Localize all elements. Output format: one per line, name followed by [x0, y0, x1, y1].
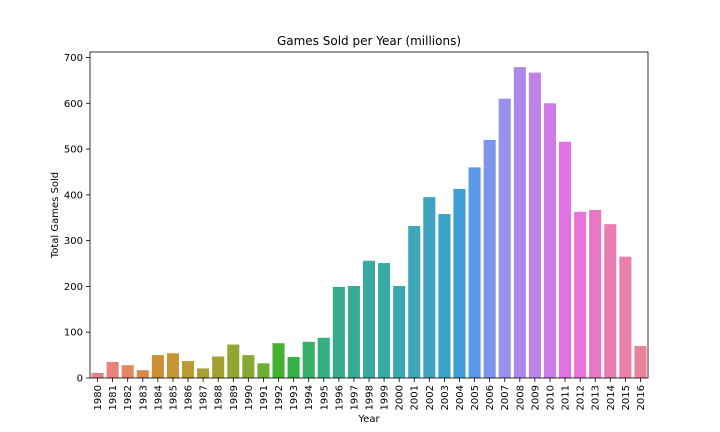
bar-2008 — [513, 67, 526, 379]
y-tick-label: 700 — [64, 53, 83, 64]
x-tick-label-1988: 1988 — [214, 385, 225, 410]
bar-2006 — [483, 139, 496, 378]
bar-2005 — [468, 167, 481, 378]
x-tick-label-1989: 1989 — [229, 385, 240, 410]
x-tick-label-2004: 2004 — [455, 385, 466, 410]
bar-1986 — [181, 361, 195, 378]
x-tick-label-1987: 1987 — [199, 385, 210, 410]
bar-1988 — [212, 356, 225, 378]
y-tick-label: 400 — [64, 190, 83, 201]
x-tick-label-1992: 1992 — [274, 385, 285, 410]
x-tick-label-2007: 2007 — [500, 385, 511, 410]
bar-2002 — [423, 197, 436, 378]
bar-1999 — [378, 263, 391, 378]
bar-1993 — [287, 356, 300, 378]
x-tick-label-1993: 1993 — [289, 385, 300, 410]
x-tick-label-2016: 2016 — [636, 385, 647, 410]
x-tick-label-2013: 2013 — [591, 385, 602, 410]
x-tick-label-2003: 2003 — [440, 385, 451, 410]
y-axis-title: Total Games Sold — [50, 172, 61, 259]
x-tick-label-2006: 2006 — [485, 385, 496, 410]
y-tick-label: 500 — [64, 145, 83, 156]
bar-1980 — [91, 372, 104, 378]
bar-1992 — [272, 343, 285, 378]
x-tick-label-2010: 2010 — [545, 385, 556, 410]
x-tick-label-1999: 1999 — [380, 385, 391, 410]
bars-group — [91, 67, 647, 379]
x-tick-label-1982: 1982 — [123, 385, 134, 410]
x-tick-label-1991: 1991 — [259, 385, 270, 410]
bar-2014 — [604, 224, 617, 378]
bar-2009 — [528, 72, 541, 378]
x-tick-label-2015: 2015 — [621, 385, 632, 410]
bar-1990 — [242, 355, 255, 378]
bar-1985 — [166, 353, 179, 378]
x-axis-title: Year — [357, 414, 380, 425]
x-tick-label-1994: 1994 — [304, 385, 315, 410]
bar-1981 — [106, 361, 119, 378]
bar-2010 — [543, 103, 556, 378]
bar-1989 — [227, 344, 240, 378]
x-tick-label-1998: 1998 — [365, 385, 376, 410]
x-tick-label-2008: 2008 — [515, 385, 526, 410]
y-tick-label: 100 — [64, 328, 83, 339]
bar-1982 — [121, 365, 134, 378]
x-tick-label-1983: 1983 — [138, 385, 149, 410]
bar-1994 — [302, 341, 315, 378]
bar-2015 — [619, 256, 632, 378]
x-tick-label-1984: 1984 — [153, 385, 164, 410]
x-tick-label-1981: 1981 — [108, 385, 119, 410]
x-tick-label-1997: 1997 — [349, 385, 360, 410]
bar-1987 — [197, 368, 210, 378]
y-axis: 0 100 200 300 400 500 600 700 — [64, 53, 90, 385]
x-tick-label-1985: 1985 — [168, 385, 179, 410]
chart-title: Games Sold per Year (millions) — [277, 34, 461, 48]
y-tick-label: 300 — [64, 236, 83, 247]
x-tick-label-2002: 2002 — [425, 385, 436, 410]
bar-1995 — [317, 337, 330, 378]
bar-1983 — [136, 370, 149, 378]
bar-1997 — [347, 285, 360, 378]
bar-2007 — [498, 98, 511, 378]
x-axis: 1980 1981 1982 1983 1984 1985 1986 1987 1988 1989… — [93, 378, 647, 410]
bar-2003 — [438, 214, 451, 378]
y-tick-label: 600 — [64, 99, 83, 110]
x-tick-label-1990: 1990 — [244, 385, 255, 410]
bar-2016 — [634, 345, 647, 378]
x-tick-label-2012: 2012 — [576, 385, 587, 410]
x-tick-label-1995: 1995 — [319, 385, 330, 410]
bar-2013 — [589, 209, 602, 378]
bar-1991 — [257, 363, 270, 378]
bar-1998 — [362, 260, 376, 378]
x-tick-label-1980: 1980 — [93, 385, 104, 410]
y-tick-label: 0 — [77, 374, 83, 385]
bar-2004 — [453, 188, 466, 378]
x-tick-label-2005: 2005 — [470, 385, 481, 410]
bar-2001 — [408, 225, 421, 378]
x-tick-label-1996: 1996 — [334, 385, 345, 410]
x-tick-label-2000: 2000 — [395, 385, 406, 410]
bar-1996 — [332, 286, 345, 378]
bar-1984 — [151, 355, 164, 378]
bar-2000 — [393, 285, 406, 378]
x-tick-label-2001: 2001 — [410, 385, 421, 410]
bar-2012 — [574, 211, 587, 378]
x-tick-label-2011: 2011 — [561, 385, 572, 410]
y-tick-label: 200 — [64, 282, 83, 293]
bar-2011 — [559, 141, 572, 378]
x-tick-label-2009: 2009 — [530, 385, 541, 410]
x-tick-label-1986: 1986 — [184, 385, 195, 410]
x-tick-label-2014: 2014 — [606, 385, 617, 410]
